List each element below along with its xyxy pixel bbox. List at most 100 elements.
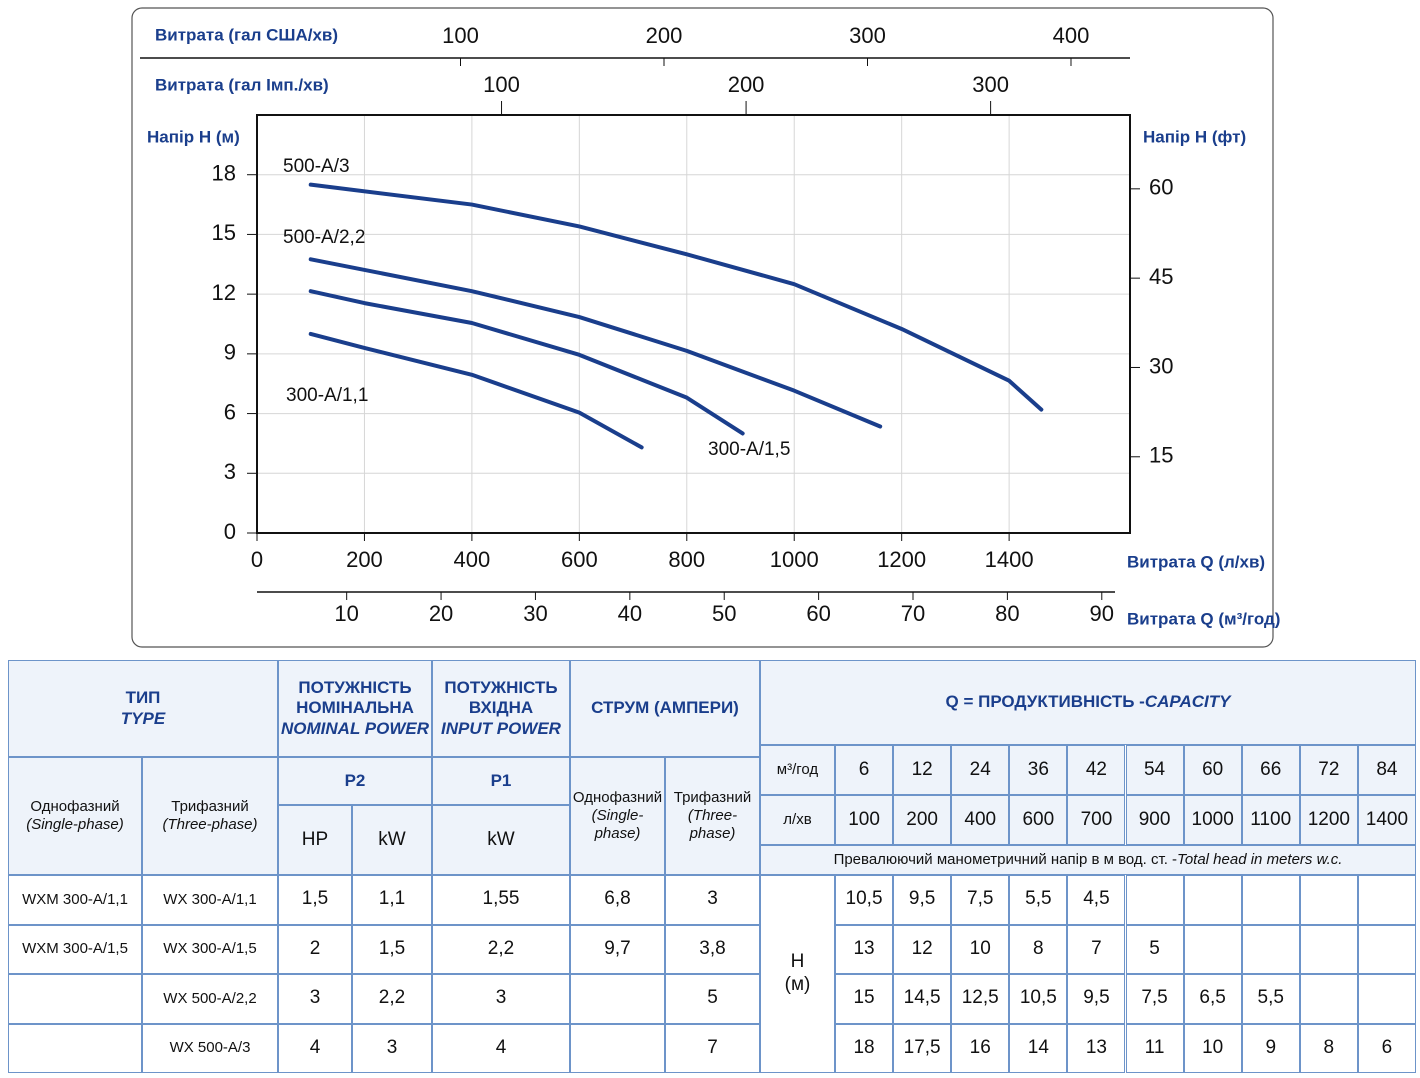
capacity-value: 42	[1067, 745, 1126, 795]
cell-text: 5,5	[1025, 888, 1052, 910]
cell-text: 1,55	[482, 888, 520, 910]
secondary-x-tick-label: 80	[995, 601, 1019, 626]
secondary-axis-title: Витрата (гал Імп./хв)	[155, 75, 329, 94]
secondary-x-tick-label: 50	[712, 601, 736, 626]
table-cell: 3	[432, 974, 570, 1024]
unit: kW	[352, 805, 432, 875]
table-cell: 12	[893, 924, 952, 974]
secondary-x-tick-label: 30	[523, 601, 547, 626]
cell-text: 1,1	[378, 888, 406, 910]
table-cell	[570, 974, 665, 1024]
table-cell: WX 500-A/3	[142, 1023, 278, 1073]
table-cell: WX 300-A/1,1	[142, 875, 278, 925]
table-cell: 3	[352, 1023, 432, 1073]
secondary-x-tick-label: 300	[972, 72, 1009, 97]
cell-text: 4	[309, 1036, 321, 1058]
table-cell	[1357, 875, 1416, 925]
secondary-x-tick-label: 90	[1090, 601, 1114, 626]
curve	[308, 289, 745, 436]
table-cell: 13	[1067, 1023, 1126, 1073]
table-cell: 5	[1125, 924, 1184, 974]
table-cell: 15	[835, 974, 894, 1024]
curve-label: 500-A/3	[283, 156, 350, 177]
capacity-value: 700	[1080, 808, 1113, 830]
cell-text: 7	[707, 1036, 718, 1058]
cell-text: 18	[853, 1036, 875, 1058]
capacity-value: 1400	[1365, 808, 1409, 830]
header-en: NOMINAL POWER	[281, 718, 429, 738]
note-en: Total head in meters w.c.	[1177, 851, 1343, 868]
head-symbol: H	[790, 951, 805, 973]
column-ua: Однофазний	[572, 789, 663, 806]
capacity-value: 1000	[1183, 795, 1242, 845]
header-en: TYPE	[120, 708, 166, 728]
table-cell: 2	[278, 924, 352, 974]
note-ua: Превалюючий манометричний напір в м вод.…	[833, 851, 1178, 868]
cell-text: 1,5	[378, 937, 406, 959]
cell-text: 10,5	[845, 888, 883, 910]
table-cell: WXM 300-A/1,5	[8, 924, 142, 974]
column-en: (Single-phase)	[26, 816, 124, 833]
table-cell: 9,5	[1067, 974, 1126, 1024]
capacity-value: 24	[951, 745, 1010, 795]
table-cell	[1241, 875, 1300, 925]
capacity-value: 1100	[1250, 808, 1292, 830]
table-cell: WXM 300-A/1,1	[8, 875, 142, 925]
current-column: Однофазний (Single-phase)	[570, 757, 665, 875]
table-cell: 11	[1125, 1023, 1184, 1073]
header-ua: ПОТУЖНІСТЬ ВХІДНА	[444, 677, 558, 718]
head-label: H (м)	[760, 875, 835, 1073]
y-tick-label: 12	[212, 280, 236, 305]
cell-text: 9,7	[604, 937, 631, 959]
table-cell: 5	[665, 974, 760, 1024]
cell-text: 2,2	[487, 937, 515, 959]
cell-text: 9	[1265, 1036, 1277, 1058]
cell-text: 5,5	[1257, 987, 1284, 1009]
capacity-value: 36	[1027, 758, 1049, 780]
table-cell: 1,5	[278, 875, 352, 925]
header-en: CAPACITY	[1144, 692, 1231, 712]
table-cell: 17,5	[893, 1023, 952, 1073]
capacity-value: 60	[1202, 758, 1224, 780]
cell-text: 10	[969, 937, 991, 959]
capacity-value: 84	[1357, 745, 1416, 795]
table-cell: 1,5	[352, 924, 432, 974]
header-ua: СТРУМ (АМПЕРИ)	[591, 698, 739, 718]
table-cell: 18	[835, 1023, 894, 1073]
table-cell: 9,7	[570, 924, 665, 974]
type-column: Однофазний (Single-phase)	[8, 757, 142, 875]
curve-label: 500-A/2,2	[283, 227, 365, 248]
capacity-value: 6	[858, 758, 870, 780]
curve	[308, 182, 1044, 412]
table-cell	[1183, 924, 1242, 974]
capacity-value: 24	[969, 758, 991, 780]
capacity-value: 54	[1143, 758, 1166, 780]
table-cell: 2,2	[432, 924, 570, 974]
table-cell: 10,5	[1009, 974, 1068, 1024]
cell-text: 11	[1144, 1036, 1165, 1058]
cell-text: 13	[1085, 1036, 1107, 1058]
y2-tick-label: 60	[1149, 175, 1173, 200]
cell-text: 5	[707, 987, 718, 1009]
capacity-value: 400	[951, 795, 1010, 845]
capacity-unit: м³/год	[776, 761, 819, 778]
capacity-unit: л/хв	[783, 811, 812, 828]
table-cell	[8, 1023, 142, 1073]
column-ua: Трифазний	[673, 789, 752, 806]
table-cell: 8	[1009, 924, 1068, 974]
secondary-axis-title: Витрата (гал США/хв)	[155, 25, 338, 44]
capacity-value: 600	[1022, 808, 1055, 830]
chart: 0 200 400 600 800 1000 1200 1400 0 3 6 9 12 15 18 15 30 4…	[131, 7, 1280, 648]
x-axis-title: Витрата Q (л/хв)	[1127, 552, 1265, 571]
secondary-x-tick-label: 20	[429, 601, 453, 626]
capacity-header: Q = ПРОДУКТИВНІСТЬ - CAPACITY	[760, 660, 1416, 745]
cell-text: 4,5	[1083, 888, 1110, 910]
table-cell: 10	[1183, 1023, 1242, 1073]
column-ua: Однофазний	[30, 798, 120, 815]
table-cell: 12,5	[951, 974, 1010, 1024]
capacity-value: 1000	[1191, 808, 1234, 830]
capacity-value: 60	[1183, 745, 1242, 795]
x-tick-label: 1000	[770, 547, 819, 572]
